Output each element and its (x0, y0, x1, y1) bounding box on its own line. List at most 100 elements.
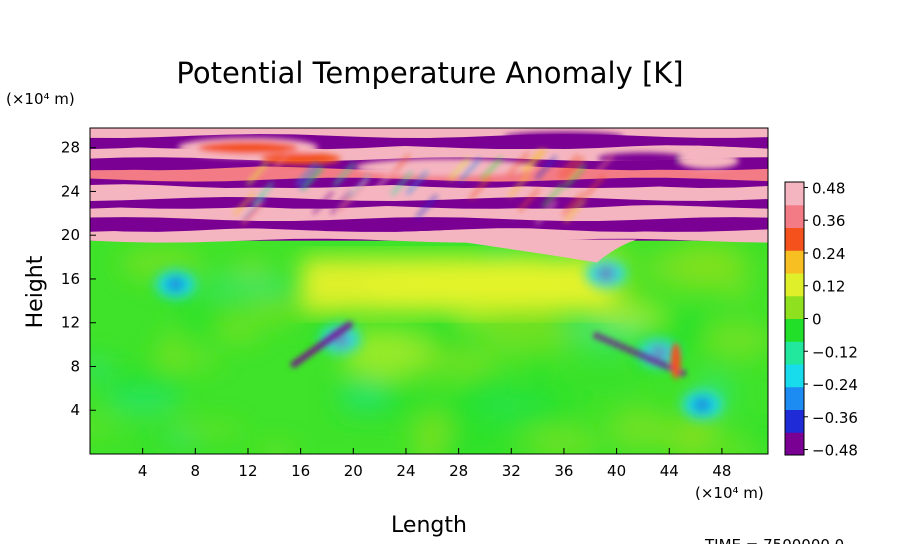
upper-patch (503, 131, 624, 142)
wave-dot (666, 364, 673, 371)
wave-streak (525, 149, 547, 173)
wave-dot (679, 369, 686, 377)
upper-patch (260, 152, 341, 165)
wave-streak (557, 154, 580, 178)
field-patch (222, 323, 263, 344)
x-tick-label: 28 (449, 462, 468, 480)
band-wave-streaks (234, 148, 614, 225)
colorbar-segment (785, 204, 804, 228)
colorbar-segment (785, 364, 804, 388)
wave-streak (330, 190, 352, 215)
warm-layer-peak (364, 258, 605, 311)
field-patch (246, 298, 301, 325)
wave-dot (659, 361, 666, 368)
colorbar-tick-label: 0.48 (812, 179, 845, 197)
wave-streak (564, 164, 586, 188)
wave-streak (302, 166, 324, 190)
colorbar-tick-label: 0.36 (812, 212, 845, 230)
field-patch (667, 320, 716, 356)
wave-streak (296, 162, 318, 186)
colorbar-tick-label: −0.24 (812, 376, 858, 394)
field-patch (98, 364, 190, 402)
colorbar (784, 181, 805, 456)
field-patch (443, 385, 536, 427)
x-tick-label: 20 (344, 462, 363, 480)
wave-front-dots (290, 321, 686, 380)
field-patch (197, 277, 296, 295)
wave-dot (606, 338, 614, 345)
wave-streak (535, 156, 557, 180)
plot-area (90, 115, 768, 454)
x-tick-label: 44 (660, 462, 679, 480)
colorbar-tick-labels: 0.48 0.36 0.24 0.12 0 −0.12 −0.24 −0.36 −0.48 (804, 179, 858, 460)
field-patch (600, 304, 666, 329)
colorbar-segment (785, 409, 804, 433)
x-axis-unit: (×10⁴ m) (695, 484, 764, 502)
wave-streak (246, 161, 268, 186)
wave-dot (652, 358, 660, 365)
wave-streak (459, 157, 481, 182)
field-patch (160, 329, 181, 375)
wave-streak (312, 191, 334, 215)
y-tick-label: 4 (70, 401, 80, 419)
field-patch (606, 405, 668, 452)
x-tick-label: 40 (607, 462, 626, 480)
wave-streak (564, 199, 586, 223)
colorbar-segment (785, 341, 804, 365)
wave-dot (633, 349, 640, 357)
band-stripe (90, 227, 768, 243)
wave-streak (480, 157, 503, 181)
field-patch (524, 344, 551, 385)
wave-dot (626, 346, 633, 354)
field-patch (525, 428, 601, 454)
cold-cell-core (650, 347, 667, 360)
wave-streak (388, 154, 410, 178)
x-tick-label: 4 (138, 462, 148, 480)
colorbar-tick-label: 0.24 (812, 245, 845, 263)
field-patch (573, 322, 602, 337)
upper-patch (597, 152, 688, 165)
x-tick-label: 36 (554, 462, 573, 480)
cold-cells (155, 259, 723, 419)
wave-streak (518, 188, 540, 212)
band-stripe (90, 204, 768, 221)
warm-streak (670, 343, 681, 380)
wave-streak (592, 154, 614, 178)
field-patch (704, 320, 768, 361)
wave-streak (348, 175, 370, 199)
x-tick-label: 32 (502, 462, 521, 480)
colorbar-segment (785, 386, 804, 410)
wave-streak (241, 201, 263, 225)
field-patch (408, 345, 499, 379)
band-bulge (445, 239, 637, 263)
wave-streak (374, 168, 396, 192)
cold-cell-core (598, 267, 615, 280)
wave-streak (563, 156, 585, 181)
x-tick-label: 48 (712, 462, 731, 480)
band-stripe (90, 128, 768, 138)
field-patch (90, 357, 108, 379)
wave-streak (270, 149, 292, 174)
field-patch (719, 280, 756, 301)
time-label: TIME = 7500000.0 (704, 536, 844, 544)
band-stripe (90, 115, 768, 126)
field-patch (673, 241, 748, 289)
field-patch (340, 381, 390, 409)
y-tick-label: 20 (61, 226, 80, 244)
y-axis-label: Height (23, 255, 48, 328)
wave-streak (391, 171, 413, 196)
wave-dot (593, 332, 601, 340)
colorbar-segment (785, 227, 804, 251)
wave-streak (521, 148, 543, 172)
field-patch (90, 420, 117, 433)
colorbar-segment (785, 318, 804, 342)
wave-streak (299, 166, 322, 190)
wave-streak (508, 152, 530, 176)
y-axis-unit: (×10⁴ m) (6, 90, 75, 108)
x-tick-label: 8 (191, 462, 201, 480)
wave-streak (584, 174, 606, 198)
wave-streak (449, 157, 471, 181)
colorbar-segment (785, 250, 804, 274)
anomaly-field (90, 115, 768, 454)
